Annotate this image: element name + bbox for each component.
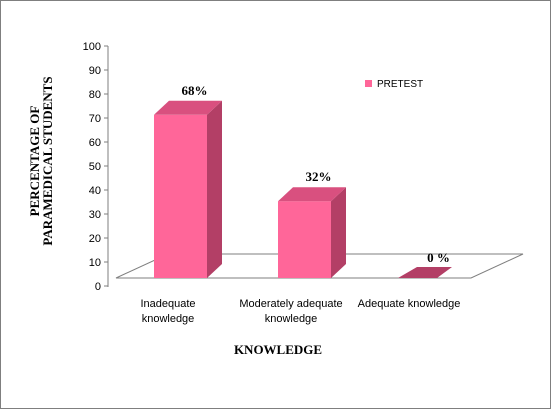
data-label-2: 32% [306,169,332,184]
bar-3 [398,267,452,278]
y-tick-label: 100 [83,41,101,53]
legend: PRETEST [365,79,423,90]
y-tick-label: 10 [89,257,101,269]
bar-front [278,201,331,278]
bar-top [154,100,222,115]
category-label-line: Adequate knowledge [358,298,461,310]
category-label-line: knowledge [265,313,318,325]
bar-front [154,114,207,278]
y-tick-label: 70 [89,113,101,125]
x-axis-title: KNOWLEDGE [234,342,322,357]
category-label-line: knowledge [142,313,195,325]
data-label-3: 0 % [427,250,450,265]
category-label-line: Moderately adequate [239,298,342,310]
y-tick-label: 80 [89,89,101,101]
category-label-3: Adequate knowledge [358,298,461,310]
bar-top [278,187,346,202]
y-axis-title: PERCENTAGE OF PARAMEDICAL STUDENTS [27,76,55,245]
bar-side [207,100,222,278]
category-label-2: Moderately adequate knowledge [239,298,342,325]
y-axis-title-line-2: PARAMEDICAL STUDENTS [40,76,55,245]
category-labels: Inadequate knowledge Moderately adequate kn… [140,298,460,325]
y-tick-label: 50 [89,161,101,173]
bar-2 [278,187,346,278]
y-tick-label: 40 [89,185,101,197]
data-labels: 68% 32% 0 % [182,83,450,265]
y-axis-title-line-1: PERCENTAGE OF [27,106,42,217]
y-tick-label: 90 [89,65,101,77]
y-tick-label: 60 [89,137,101,149]
bar-side [331,187,346,278]
bar-flat [398,267,452,278]
category-label-line: Inadequate [140,298,195,310]
y-axis: 0 10 20 30 40 50 60 70 80 90 100 [83,41,109,293]
legend-label-pretest: PRETEST [377,79,423,90]
y-tick-label: 30 [89,209,101,221]
bar-1 [154,100,222,278]
y-tick-label: 20 [89,233,101,245]
bars [154,100,452,278]
category-label-1: Inadequate knowledge [140,298,195,325]
y-tick-label: 0 [95,281,101,293]
data-label-1: 68% [182,83,208,98]
legend-swatch-pretest [365,80,372,87]
